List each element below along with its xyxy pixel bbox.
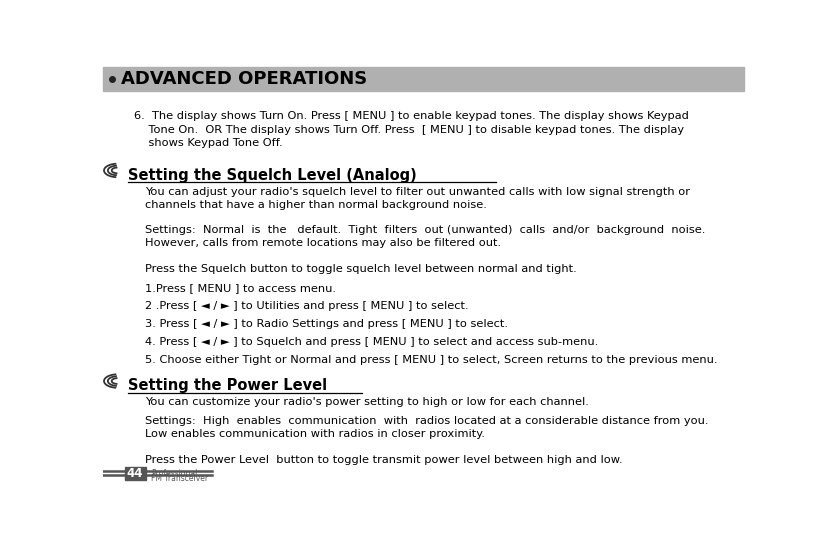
Text: 3. Press [ ◄ / ► ] to Radio Settings and press [ MENU ] to select.: 3. Press [ ◄ / ► ] to Radio Settings and… xyxy=(145,319,508,329)
Text: 1.Press [ MENU ] to access menu.: 1.Press [ MENU ] to access menu. xyxy=(145,282,336,292)
Bar xyxy=(103,67,744,92)
Text: Settings:  High  enables  communication  with  radios located at a considerable : Settings: High enables communication wit… xyxy=(145,416,709,440)
Text: FM Transceiver: FM Transceiver xyxy=(151,474,208,483)
Text: ADVANCED OPERATIONS: ADVANCED OPERATIONS xyxy=(122,70,367,88)
Text: Press the Power Level  button to toggle transmit power level between high and lo: Press the Power Level button to toggle t… xyxy=(145,455,623,465)
Text: You can customize your radio's power setting to high or low for each channel.: You can customize your radio's power set… xyxy=(145,397,589,407)
Text: 4. Press [ ◄ / ► ] to Squelch and press [ MENU ] to select and access sub-menu.: 4. Press [ ◄ / ► ] to Squelch and press … xyxy=(145,336,598,347)
Text: Setting the Power Level: Setting the Power Level xyxy=(127,379,327,393)
Text: 2 .Press [ ◄ / ► ] to Utilities and press [ MENU ] to select.: 2 .Press [ ◄ / ► ] to Utilities and pres… xyxy=(145,301,469,311)
Text: Press the Squelch button to toggle squelch level between normal and tight.: Press the Squelch button to toggle squel… xyxy=(145,264,576,274)
Text: Settings:  Normal  is  the   default.  Tight  filters  out (unwanted)  calls  an: Settings: Normal is the default. Tight f… xyxy=(145,225,705,248)
Text: 5. Choose either Tight or Normal and press [ MENU ] to select, Screen returns to: 5. Choose either Tight or Normal and pre… xyxy=(145,355,718,365)
Text: 6.  The display shows Turn On. Press [ MENU ] to enable keypad tones. The displa: 6. The display shows Turn On. Press [ ME… xyxy=(134,112,689,148)
Text: 44: 44 xyxy=(127,467,143,481)
Bar xyxy=(125,467,146,480)
Text: You can adjust your radio's squelch level to filter out unwanted calls with low : You can adjust your radio's squelch leve… xyxy=(145,186,690,210)
Text: Setting the Squelch Level (Analog): Setting the Squelch Level (Analog) xyxy=(127,168,417,183)
Text: Professional: Professional xyxy=(151,469,197,478)
